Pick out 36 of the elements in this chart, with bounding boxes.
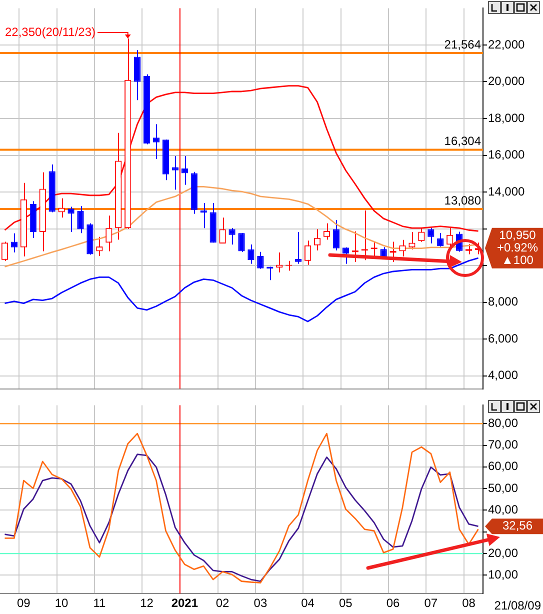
- x-tick-label: 09: [16, 596, 31, 610]
- y-tick-label: 60,00: [488, 459, 518, 474]
- y-tick-label: 14,000: [488, 184, 526, 198]
- x-tick-label: 07: [424, 596, 438, 610]
- x-tick-label: 2021: [171, 596, 198, 610]
- y-tick-label: 8,000: [488, 294, 518, 309]
- text: 10,950: [499, 228, 536, 242]
- ref-line-label: 16,304: [444, 134, 482, 148]
- y-tick-label: 22,000: [488, 37, 526, 52]
- y-tick-label: 18,000: [488, 110, 526, 125]
- y-tick-label: 16,000: [488, 148, 526, 162]
- y-tick-label: 70,00: [488, 438, 518, 452]
- y-tick-label: 20,00: [488, 546, 518, 560]
- y-tick-label: 50,00: [488, 480, 518, 495]
- x-tick-label: 08: [462, 596, 476, 610]
- x-tick-label: 05: [338, 596, 353, 610]
- x-tick-label: 10: [54, 596, 69, 610]
- y-tick-label: 20,000: [488, 74, 526, 88]
- x-tick-label: 03: [254, 596, 268, 610]
- text: 32,56: [502, 518, 533, 533]
- x-tick-label: 02: [216, 596, 230, 610]
- y-tick-label: 10,00: [488, 568, 518, 582]
- y-tick-label: 80,00: [488, 416, 518, 430]
- x-tick-label: 06: [386, 596, 400, 610]
- x-tick-label: 11: [93, 596, 106, 610]
- annotation: 22,350(20/11/23): [5, 24, 96, 39]
- y-tick-label: 40,00: [488, 502, 518, 517]
- text: ▲100: [502, 252, 534, 267]
- x-tick-label: 04: [301, 596, 315, 610]
- ref-line-label: 13,080: [444, 193, 482, 208]
- text: 21/08/09: [494, 598, 542, 612]
- y-tick-label: 6,000: [488, 331, 518, 346]
- y-tick-label: 4,000: [488, 368, 518, 382]
- ref-line-label: 21,564: [444, 37, 482, 52]
- x-tick-label: 12: [140, 596, 154, 610]
- text: +0.92%: [496, 240, 538, 254]
